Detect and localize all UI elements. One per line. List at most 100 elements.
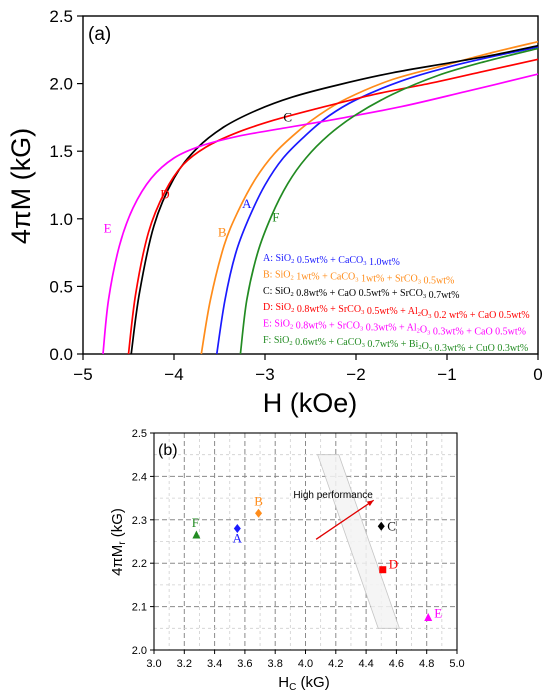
- curve-E: [102, 73, 539, 355]
- legend-subscript: 3: [429, 346, 432, 353]
- legend-subscript: 2: [417, 328, 420, 335]
- panel-a-curve-labels: AB C D E F: [104, 109, 292, 239]
- panel-b-x-axis-title: HC (kG): [278, 674, 329, 693]
- panel-a-curves: [102, 40, 539, 355]
- legend-subscript: 3: [418, 278, 421, 285]
- legend-subscript: 2: [291, 291, 294, 298]
- legend-text-run: 1wt% + CaCO: [294, 271, 355, 282]
- y-tick-label: 2.5: [132, 428, 147, 440]
- x-tick-label: −5: [73, 365, 92, 384]
- legend-subscript: 3: [423, 293, 426, 300]
- legend-entry-F: F: SiO2 0.6wt% + CaCO3 0.7wt% + Bi2O3 0.…: [263, 335, 528, 354]
- y-tick-label: 1.0: [49, 210, 73, 229]
- panel-a-plot-frame: [82, 15, 539, 355]
- x-tick-label: −3: [255, 365, 274, 384]
- panel-b-y-axis-title-main: 4πM: [109, 545, 126, 576]
- x-tick-label: 3.4: [207, 658, 222, 670]
- legend-text-run: 1.0wt%: [367, 257, 400, 268]
- legend-text-run: 1wt% + SrCO: [359, 273, 418, 284]
- legend-subscript: 3: [427, 330, 430, 337]
- point-label-C: C: [387, 518, 396, 533]
- point-C: [377, 521, 385, 531]
- legend-subscript: 3: [360, 326, 363, 333]
- legend-text-run: 0.3wt% + CuO 0.3wt%: [432, 343, 528, 354]
- legend-text-run: 0.8wt% + CaO 0.5wt% + SrCO: [294, 288, 423, 299]
- legend-subscript: 2: [418, 344, 421, 351]
- legend-text-run: 0.5wt% + Al: [364, 306, 418, 317]
- curve-B: [200, 40, 539, 355]
- y-tick-label: 2.3: [132, 515, 147, 527]
- legend-text-run: 0.2 wt% + CaO 0.5wt%: [431, 310, 529, 321]
- curve-label-E: E: [104, 220, 112, 235]
- curve-label-C: C: [283, 109, 292, 124]
- x-tick-label: 4.4: [358, 658, 373, 670]
- point-label-E: E: [434, 605, 442, 620]
- legend-subscript: 2: [291, 258, 294, 265]
- curve-label-F: F: [272, 210, 279, 225]
- panel-b-scatter-chart: 3.0 3.2 3.4 3.6 3.8 4.0 4.2 4.4 4.6 4.8 5.0 2.0 2.1…: [109, 428, 465, 693]
- point-label-A: A: [233, 530, 243, 545]
- legend-text-run: E: SiO: [263, 319, 290, 330]
- x-tick-label: −2: [346, 365, 365, 384]
- point-D: [379, 566, 387, 574]
- panel-b-annotation: High performance: [293, 490, 375, 540]
- panel-a-legend: A: SiO2 0.5wt% + CaCO3 1.0wt%B: SiO2 1wt…: [263, 253, 530, 354]
- x-tick-label: 3.8: [268, 658, 283, 670]
- legend-subscript: 3: [363, 260, 366, 267]
- performance-band: [317, 454, 400, 629]
- x-tick-label: 4.8: [419, 658, 434, 670]
- legend-text-run: O: [422, 341, 429, 352]
- panel-b-label: (b): [158, 442, 178, 459]
- y-tick-label: 2.2: [132, 558, 147, 570]
- legend-subscript: 3: [428, 313, 431, 320]
- point-E: [424, 612, 433, 621]
- panel-b-x-axis-title-main: H: [278, 674, 289, 691]
- panel-b-y-axis-title-unit: (kG): [109, 508, 126, 541]
- panel-b-performance-band: [317, 454, 400, 629]
- x-tick-label: 4.6: [389, 658, 404, 670]
- x-tick-label: 0: [533, 365, 542, 384]
- panel-b-grid: [153, 432, 458, 651]
- point-B: [255, 508, 263, 518]
- legend-text-run: 0.8wt% + SrCO: [293, 321, 360, 332]
- curve-F: [239, 47, 539, 355]
- legend-text-run: O: [420, 325, 427, 336]
- y-tick-label: 1.5: [49, 142, 73, 161]
- panel-b-x-axis-title-sub: C: [289, 682, 296, 693]
- curve-label-D: D: [160, 187, 169, 202]
- legend-text-run: 0.3wt% + Al: [363, 323, 417, 334]
- panel-b-y-axis-title-sub: r: [117, 541, 128, 545]
- legend-entry-B: B: SiO2 1wt% + CaCO3 1wt% + SrCO3 0.5wt%: [263, 269, 454, 286]
- point-label-F: F: [192, 515, 199, 530]
- point-label-B: B: [254, 493, 263, 508]
- legend-entry-D: D: SiO2 0.8wt% + SrCO3 0.5wt% + Al2O3 0.…: [263, 302, 530, 321]
- panel-b-x-ticks: 3.0 3.2 3.4 3.6 3.8 4.0 4.2 4.4 4.6 4.8 5.0: [146, 650, 465, 670]
- high-performance-label: High performance: [293, 490, 373, 501]
- curve-label-A: A: [242, 196, 252, 211]
- legend-subscript: 3: [361, 309, 364, 316]
- panel-b-x-axis-title-unit: (kG): [296, 674, 329, 691]
- legend-text-run: 0.3wt% + CaO 0.5wt%: [430, 327, 526, 338]
- legend-text-run: 0.5wt%: [421, 275, 454, 286]
- curve-A: [215, 46, 539, 355]
- panel-a-y-axis-title: 4πM (kG): [6, 128, 36, 244]
- legend-entry-C: C: SiO2 0.8wt% + CaO 0.5wt% + SrCO3 0.7w…: [263, 286, 459, 301]
- legend-text-run: F: SiO: [263, 335, 289, 346]
- y-tick-label: 2.4: [132, 471, 147, 483]
- panel-a-x-axis-title: H (kOe): [263, 388, 358, 418]
- curve-D: [127, 58, 539, 355]
- panel-b-y-axis-title: 4πMr (kG): [109, 508, 128, 576]
- legend-text-run: A: SiO: [263, 253, 291, 264]
- y-tick-label: 2.5: [49, 7, 73, 26]
- y-tick-label: 0.0: [49, 345, 73, 364]
- x-tick-label: 3.2: [177, 658, 192, 670]
- y-tick-label: 2.1: [132, 602, 147, 614]
- legend-text-run: D: SiO: [263, 302, 291, 313]
- high-performance-arrow: [315, 499, 375, 540]
- legend-text-run: 0.8wt% + SrCO: [294, 304, 361, 315]
- legend-text-run: 0.7wt%: [426, 290, 459, 301]
- y-tick-label: 0.5: [49, 277, 73, 296]
- legend-subscript: 3: [355, 276, 358, 283]
- x-tick-label: 3.0: [146, 658, 161, 670]
